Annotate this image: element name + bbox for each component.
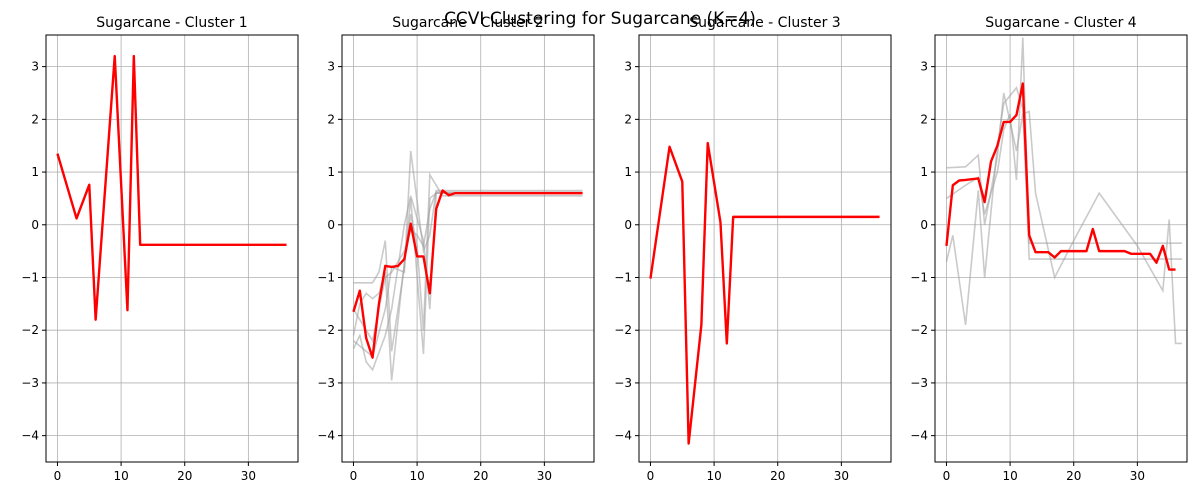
x-tick-label: 20	[1066, 469, 1081, 483]
y-tick-label: −3	[317, 376, 335, 390]
x-tick-label: 10	[1002, 469, 1017, 483]
y-tick-label: 3	[920, 60, 928, 74]
x-tick-label: 20	[177, 469, 192, 483]
y-tick-label: 0	[31, 218, 39, 232]
x-tick-label: 0	[647, 469, 655, 483]
member-series-line	[352, 172, 583, 381]
axes-frame	[934, 34, 1188, 463]
subplot-title: Sugarcane - Cluster 1	[96, 15, 247, 31]
member-series-line	[945, 86, 1182, 326]
x-tick-label: 10	[706, 469, 721, 483]
y-tick-label: −3	[614, 376, 632, 390]
y-tick-label: 2	[327, 112, 335, 126]
y-tick-label: −3	[21, 376, 39, 390]
member-series-line	[353, 192, 583, 354]
y-tick-label: 1	[327, 165, 335, 179]
subplot-cluster-4: Sugarcane - Cluster 4 0 10 20 30 −4 −3 −2 −1 0 1 2…	[910, 15, 1188, 483]
centroid-series-line	[56, 54, 287, 321]
y-tick-label: 1	[920, 165, 928, 179]
y-tick-label: 0	[327, 218, 335, 232]
x-tick-label: 30	[241, 469, 256, 483]
subplot-cluster-2: Sugarcane - Cluster 2 0 10 20 30 −4 −3 −2 −1 0 1 2…	[317, 15, 595, 483]
y-tick-label: −3	[910, 376, 928, 390]
x-tick-label: 0	[943, 469, 951, 483]
y-tick-label: −1	[317, 270, 335, 284]
y-tick-label: 3	[624, 60, 632, 74]
x-tick-label: 0	[54, 469, 62, 483]
axes-frame	[638, 34, 892, 463]
subplot-title: Sugarcane - Cluster 4	[985, 15, 1137, 31]
grid	[46, 35, 298, 462]
centroid-series-line	[945, 82, 1176, 271]
y-tick-label: 3	[31, 60, 39, 74]
centroid-series-line	[649, 141, 880, 445]
y-tick-label: −4	[317, 429, 335, 443]
y-tick-label: 0	[920, 218, 928, 232]
y-tick-label: −2	[910, 323, 928, 337]
grid	[639, 35, 891, 462]
y-tick-label: −1	[910, 270, 928, 284]
grid	[342, 35, 594, 462]
grid	[935, 35, 1187, 462]
figure-suptitle: CCVI Clustering for Sugarcane (K=4)	[444, 9, 756, 29]
member-series-line	[946, 37, 1182, 245]
y-tick-label: −2	[317, 323, 335, 337]
y-tick-label: 0	[624, 218, 632, 232]
y-tick-label: −1	[21, 270, 39, 284]
x-tick-label: 0	[350, 469, 358, 483]
subplot-cluster-3: Sugarcane - Cluster 3 0 10 20 30 −4 −3 −2 −1 0 1 2…	[614, 15, 892, 483]
y-tick-label: 1	[624, 165, 632, 179]
y-tick-label: −2	[21, 323, 39, 337]
subplot-title: Sugarcane - Cluster 3	[689, 15, 840, 31]
axes-frame	[341, 34, 595, 463]
y-tick-label: 2	[920, 112, 928, 126]
subplot-cluster-1: Sugarcane - Cluster 1 0 10 20 30 −4 −3 −2 −1 0 1 2…	[21, 15, 299, 483]
x-tick-label: 30	[537, 469, 552, 483]
x-tick-label: 10	[113, 469, 128, 483]
x-tick-label: 30	[1130, 469, 1145, 483]
y-tick-label: −4	[614, 429, 632, 443]
centroid-series-line	[352, 189, 583, 359]
axes-frame	[45, 34, 299, 463]
x-tick-label: 10	[409, 469, 424, 483]
y-tick-label: 2	[31, 112, 39, 126]
y-tick-label: 1	[31, 165, 39, 179]
y-tick-label: −4	[21, 429, 39, 443]
y-tick-label: −1	[614, 270, 632, 284]
x-tick-label: 20	[473, 469, 488, 483]
y-tick-label: 3	[327, 60, 335, 74]
member-series-line	[946, 92, 1182, 345]
y-tick-label: −2	[614, 323, 632, 337]
subplot-title: Sugarcane - Cluster 2	[392, 15, 543, 31]
x-tick-label: 20	[770, 469, 785, 483]
y-tick-label: −4	[910, 429, 928, 443]
x-tick-label: 30	[834, 469, 849, 483]
y-tick-label: 2	[624, 112, 632, 126]
